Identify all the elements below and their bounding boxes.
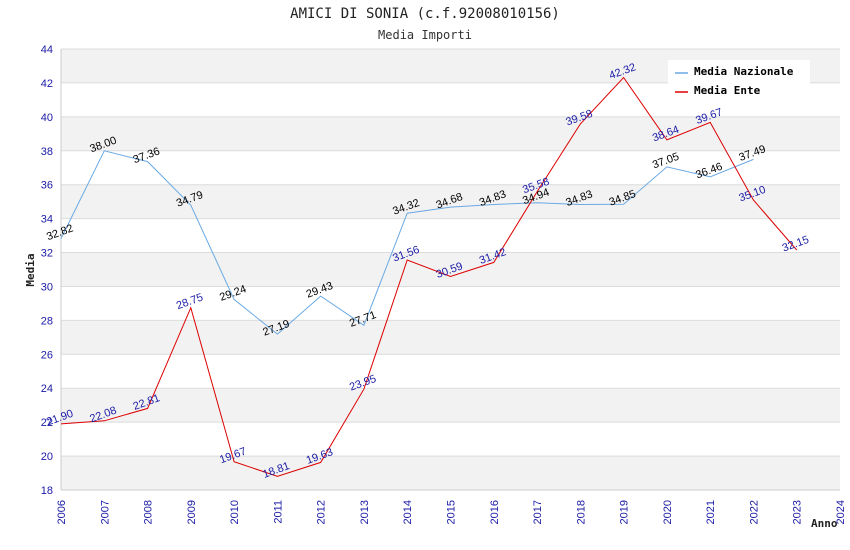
y-tick-label: 34: [41, 214, 53, 226]
x-tick-label: 2013: [359, 500, 371, 524]
y-tick-label: 28: [41, 315, 53, 327]
legend-background: [668, 60, 810, 100]
x-tick-label: 2024: [835, 500, 847, 524]
series-line-media-nazionale: [60, 150, 754, 335]
grid-band: [61, 320, 840, 355]
x-tick-label: 2014: [402, 500, 414, 524]
x-tick-label: 2006: [56, 500, 68, 524]
y-tick-label: 42: [41, 78, 53, 90]
plot-gridlines: [60, 48, 840, 491]
chart-subtitle: Media Importi: [378, 28, 472, 42]
x-tick-label: 2023: [792, 500, 804, 524]
x-tick-label: 2011: [272, 500, 284, 524]
x-tick-label: 2007: [99, 500, 111, 524]
x-tick-label: 2016: [489, 500, 501, 524]
legend: Media Nazionale Media Ente: [668, 60, 810, 100]
x-tick-label: 2009: [186, 500, 198, 524]
y-tick-label: 26: [41, 349, 53, 361]
x-tick-label: 2020: [662, 500, 674, 524]
x-axis-ticks: 2006 2007 2008 2009 2010 2011 2012 2013 2014 2015…: [56, 500, 847, 524]
y-tick-label: 20: [41, 451, 53, 463]
y-tick-label: 38: [41, 146, 53, 158]
y-tick-label: 32: [41, 248, 53, 260]
x-tick-label: 2012: [316, 500, 328, 524]
y-tick-label: 36: [41, 180, 53, 192]
x-tick-label: 2008: [143, 500, 155, 524]
series-lines: [60, 76, 798, 477]
legend-label-media-nazionale: Media Nazionale: [694, 65, 794, 78]
y-tick-label: 44: [41, 44, 53, 56]
x-axis-label: Anno: [811, 517, 838, 530]
legend-label-media-ente: Media Ente: [694, 84, 761, 97]
y-tick-label: 24: [41, 383, 53, 395]
grid-band: [61, 184, 840, 219]
x-tick-label: 2017: [532, 500, 544, 524]
y-axis-ticks: 18 20 22 24 26 28 30 32 34 36 38 40 42 44: [41, 44, 53, 497]
y-tick-label: 40: [41, 112, 53, 124]
grid-band: [61, 388, 840, 423]
grid-band: [61, 252, 840, 287]
x-tick-label: 2022: [748, 500, 760, 524]
y-axis-label: Media: [24, 253, 37, 286]
grid-band: [61, 456, 840, 490]
x-tick-label: 2018: [575, 500, 587, 524]
series-line-media-ente: [60, 76, 798, 477]
y-tick-label: 30: [41, 281, 53, 293]
chart-title: AMICI DI SONIA (c.f.92008010156): [290, 6, 560, 22]
x-tick-label: 2021: [705, 500, 717, 524]
x-tick-label: 2015: [446, 500, 458, 524]
x-tick-label: 2019: [619, 500, 631, 524]
x-tick-label: 2010: [229, 500, 241, 524]
y-tick-label: 18: [41, 485, 53, 497]
y-tick-label: 22: [41, 417, 53, 429]
